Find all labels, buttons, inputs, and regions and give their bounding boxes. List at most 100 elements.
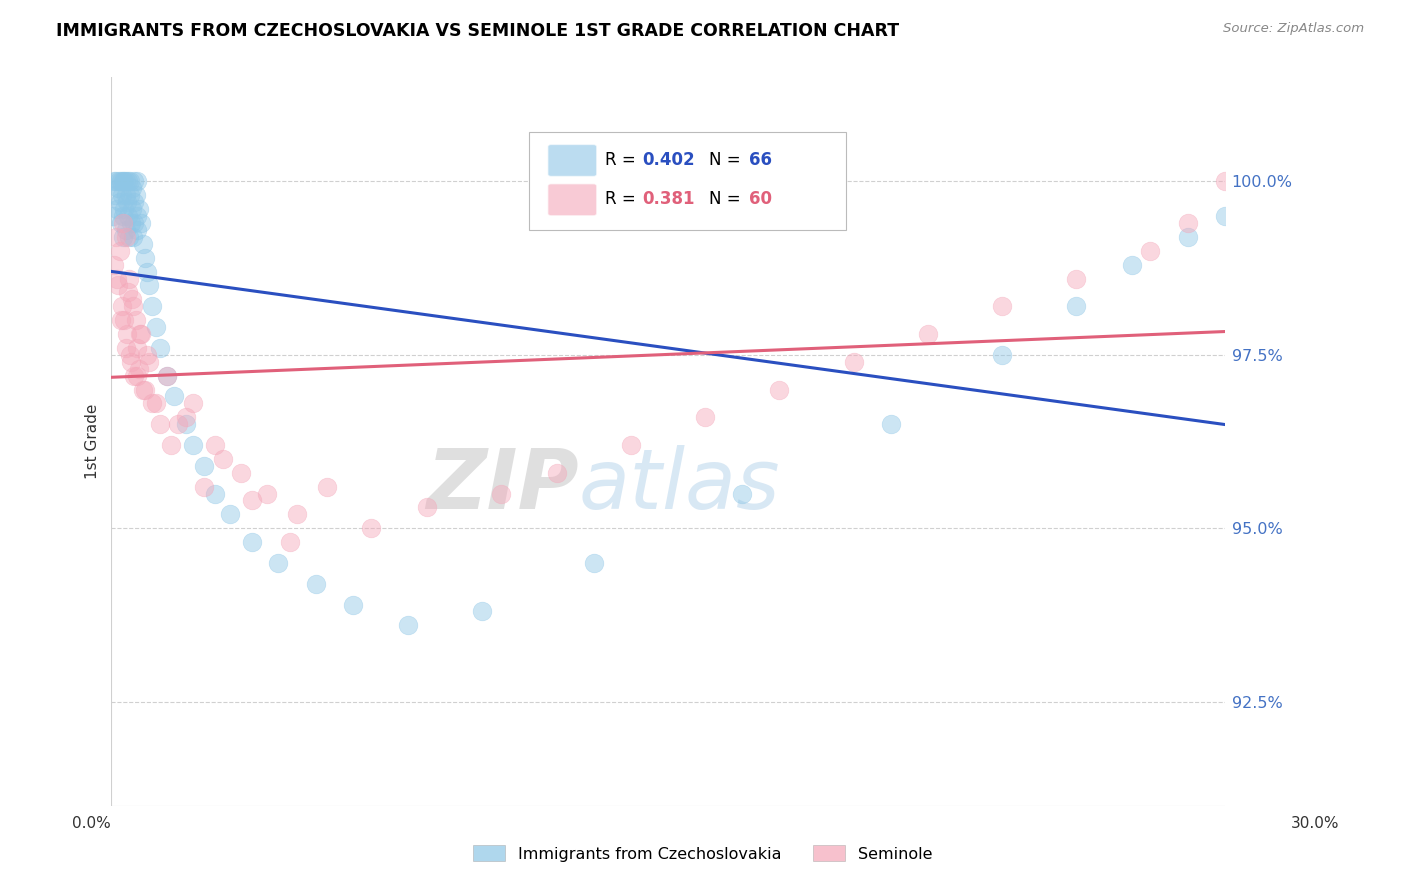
Point (204, 486, 226, 500)
Point (174, 417, 197, 432)
Point (141, 299, 163, 313)
Point (145, 320, 167, 334)
Point (193, 458, 215, 473)
Point (991, 348, 1014, 362)
Text: 0.381: 0.381 (643, 190, 695, 208)
Point (107, 181, 129, 195)
Point (231, 466, 253, 480)
Point (127, 174, 149, 188)
Text: 30.0%: 30.0% (1291, 816, 1339, 831)
Point (768, 383, 790, 397)
Point (204, 438, 226, 452)
Point (695, 410, 717, 425)
Point (842, 355, 865, 369)
Point (111, 209, 134, 223)
Text: atlas: atlas (579, 445, 780, 525)
Point (124, 313, 146, 327)
Point (991, 299, 1014, 313)
Text: 0.0%: 0.0% (72, 816, 111, 831)
Point (546, 466, 568, 480)
Point (104, 188, 127, 202)
Text: N =: N = (709, 151, 747, 169)
Point (121, 202, 143, 217)
Point (731, 486, 754, 500)
Point (129, 326, 152, 341)
Text: 60: 60 (749, 190, 772, 208)
Point (115, 174, 138, 188)
Point (135, 265, 157, 279)
Point (135, 348, 157, 362)
Point (145, 396, 167, 410)
Point (128, 202, 150, 217)
Point (156, 368, 179, 383)
Text: ZIP: ZIP (426, 445, 579, 525)
Text: R =: R = (605, 190, 641, 208)
Point (121, 293, 143, 307)
Point (1213, 174, 1236, 188)
Point (193, 480, 215, 494)
Point (620, 438, 643, 452)
Point (114, 341, 136, 355)
Point (124, 188, 146, 202)
Point (118, 348, 141, 362)
Point (103, 209, 125, 223)
Point (110, 174, 132, 188)
Point (108, 244, 131, 258)
Y-axis label: 1st Grade: 1st Grade (86, 404, 100, 479)
Point (115, 230, 138, 244)
Point (285, 508, 308, 522)
Text: Source: ZipAtlas.com: Source: ZipAtlas.com (1223, 22, 1364, 36)
Point (117, 285, 139, 300)
Point (112, 230, 135, 244)
Point (342, 598, 364, 612)
Point (108, 174, 131, 188)
Point (108, 195, 131, 210)
Point (138, 355, 160, 369)
Point (360, 521, 382, 535)
Point (129, 216, 152, 230)
Point (115, 326, 138, 341)
Point (879, 417, 901, 432)
Point (582, 556, 605, 570)
Point (110, 313, 132, 327)
Point (118, 174, 141, 188)
Point (1121, 258, 1143, 272)
Text: N =: N = (709, 190, 747, 208)
Point (112, 202, 135, 217)
Point (242, 493, 264, 508)
Point (112, 216, 135, 230)
Point (132, 236, 155, 251)
Point (125, 209, 148, 223)
Point (127, 341, 149, 355)
Point (174, 410, 197, 425)
Point (120, 216, 142, 230)
Point (129, 326, 152, 341)
Point (127, 223, 149, 237)
Point (416, 500, 439, 515)
Point (118, 230, 141, 244)
Point (1139, 244, 1161, 258)
Point (105, 202, 128, 217)
Legend: Immigrants from Czechoslovakia, Seminole: Immigrants from Czechoslovakia, Seminole (467, 838, 939, 868)
Point (156, 368, 179, 383)
Point (1177, 230, 1199, 244)
Point (315, 480, 337, 494)
Point (278, 535, 301, 549)
Point (122, 174, 145, 188)
Point (118, 271, 141, 285)
Point (103, 174, 125, 188)
Point (128, 361, 150, 376)
Point (124, 216, 146, 230)
Point (117, 174, 139, 188)
Point (134, 383, 156, 397)
Point (917, 326, 939, 341)
Point (1177, 216, 1199, 230)
Point (1064, 299, 1087, 313)
Point (121, 181, 143, 195)
Point (104, 230, 127, 244)
Point (181, 438, 204, 452)
Point (1213, 209, 1236, 223)
Text: IMMIGRANTS FROM CZECHOSLOVAKIA VS SEMINOLE 1ST GRADE CORRELATION CHART: IMMIGRANTS FROM CZECHOSLOVAKIA VS SEMINO… (56, 22, 900, 40)
Point (134, 251, 156, 265)
Point (256, 486, 278, 500)
